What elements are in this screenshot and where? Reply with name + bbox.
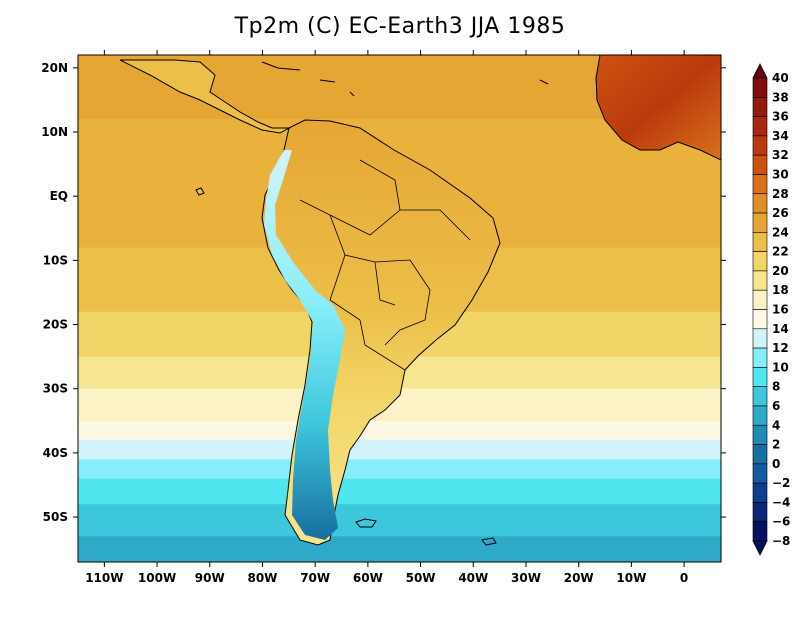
colorbar-segment xyxy=(752,135,768,156)
x-tick-label: 50W xyxy=(406,571,436,585)
temperature-band xyxy=(78,504,721,538)
colorbar-segment xyxy=(752,347,768,368)
colorbar-segment xyxy=(752,309,768,330)
falkland-islands xyxy=(355,518,377,528)
colorbar-label: 0 xyxy=(772,457,780,471)
y-axis-ticks: 20N 10N EQ 10S 20S 30S 40S 50S xyxy=(41,61,726,524)
y-tick-label: 10N xyxy=(41,125,68,139)
colorbar-label: −8 xyxy=(772,534,790,548)
colorbar-segment xyxy=(752,77,768,98)
y-tick-label: 30S xyxy=(43,382,68,396)
x-tick-label: 70W xyxy=(300,571,330,585)
y-tick-label: 20N xyxy=(41,61,68,75)
y-tick-label: 40S xyxy=(43,446,68,460)
colorbar-segment xyxy=(752,424,768,445)
colorbar-segment xyxy=(752,193,768,214)
colorbar-label: 20 xyxy=(772,264,789,278)
x-tick-label: 0 xyxy=(680,571,688,585)
colorbar-segment xyxy=(752,174,768,195)
colorbar-segment xyxy=(752,270,768,291)
y-tick-label: 10S xyxy=(43,253,68,267)
colorbar-label: 8 xyxy=(772,380,780,394)
colorbar-segment xyxy=(752,463,768,484)
temperature-band xyxy=(78,478,721,506)
galapagos-islands xyxy=(195,187,205,196)
caribbean-islands xyxy=(261,61,549,97)
colorbar-label: 30 xyxy=(772,167,789,181)
x-tick-label: 110W xyxy=(85,571,123,585)
colorbar-segment xyxy=(752,116,768,137)
colorbar-label: −2 xyxy=(772,476,790,490)
x-axis-ticks: 110W 100W 90W 80W 70W 60W 50W 40W 30W 20W 10W 0 xyxy=(85,50,688,585)
south-georgia xyxy=(481,537,497,546)
temperature-band xyxy=(78,536,721,562)
colorbar-segment xyxy=(752,521,768,542)
colorbar-label: 24 xyxy=(772,225,789,239)
colorbar-label: 38 xyxy=(772,90,789,104)
colorbar-label: 2 xyxy=(772,438,780,452)
land-features xyxy=(119,55,721,546)
colorbar-label: 12 xyxy=(772,341,789,355)
x-tick-label: 40W xyxy=(458,571,488,585)
africa-land xyxy=(595,55,721,161)
colorbar-segment xyxy=(752,154,768,175)
map-title: Tp2m (C) EC-Earth3 JJA 1985 xyxy=(234,14,566,39)
colorbar-label: −6 xyxy=(772,515,790,529)
x-tick-label: 90W xyxy=(195,571,225,585)
colorbar-label: 28 xyxy=(772,187,789,201)
colorbar-label: 32 xyxy=(772,148,789,162)
colorbar-segment xyxy=(752,232,768,252)
y-tick-label: 20S xyxy=(43,318,68,332)
colorbar-segment xyxy=(752,502,768,523)
andes-cold-region xyxy=(264,150,345,540)
colorbar-label: 10 xyxy=(772,360,789,374)
y-tick-label: EQ xyxy=(50,189,68,203)
x-tick-label: 100W xyxy=(138,571,176,585)
colorbar-label: 26 xyxy=(772,206,789,220)
colorbar-segment xyxy=(752,96,768,117)
x-tick-label: 20W xyxy=(564,571,594,585)
temperature-band xyxy=(78,420,721,442)
colorbar-segment xyxy=(752,386,768,407)
x-tick-label: 30W xyxy=(511,571,541,585)
country-borders xyxy=(299,159,471,371)
temperature-band xyxy=(78,440,721,461)
colorbar-segment xyxy=(752,482,768,503)
colorbar-label: 6 xyxy=(772,399,780,413)
colorbar-segment xyxy=(752,367,768,387)
x-tick-label: 60W xyxy=(353,571,383,585)
colorbar-arrow-bottom xyxy=(752,540,768,556)
colorbar-label: 4 xyxy=(772,418,780,432)
colorbar-segment xyxy=(752,444,768,465)
colorbar-label: 22 xyxy=(772,245,789,259)
colorbar-segment xyxy=(752,251,768,272)
colorbar-segment xyxy=(752,405,768,426)
temperature-band xyxy=(78,459,721,480)
colorbar-label: 18 xyxy=(772,283,789,297)
colorbar-segment xyxy=(752,212,768,233)
x-tick-label: 80W xyxy=(247,571,277,585)
colorbar-label: 14 xyxy=(772,322,789,336)
colorbar-label: 16 xyxy=(772,303,789,317)
colorbar-label: 40 xyxy=(772,71,789,85)
colorbar-segment xyxy=(752,289,768,310)
colorbar-label: 34 xyxy=(772,129,789,143)
colorbar-segment xyxy=(752,328,768,349)
colorbar-label: 36 xyxy=(772,110,789,124)
y-tick-label: 50S xyxy=(43,510,68,524)
colorbar-label: −4 xyxy=(772,495,790,509)
colorbar-arrow-top xyxy=(752,63,768,79)
colorbar: 4038363432302826242220181614121086420−2−… xyxy=(752,63,790,556)
map-frame xyxy=(77,54,722,563)
central-america-land xyxy=(119,59,291,134)
x-tick-label: 10W xyxy=(616,571,646,585)
